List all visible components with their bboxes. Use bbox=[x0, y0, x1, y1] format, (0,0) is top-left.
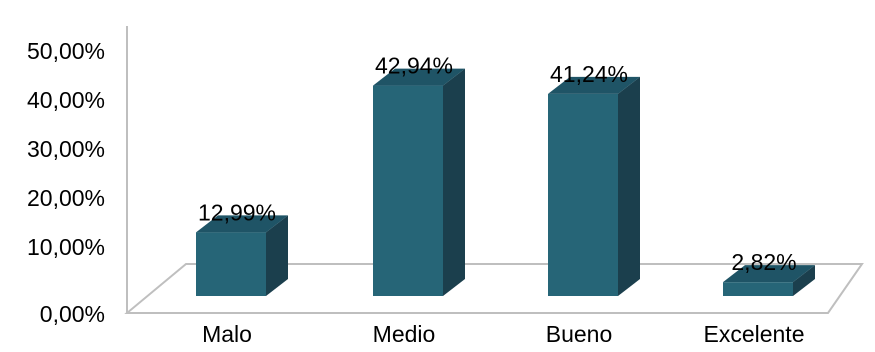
bar-bueno-side bbox=[618, 76, 640, 296]
x-category-label: Medio bbox=[373, 321, 436, 347]
bar-medio-front bbox=[373, 85, 443, 297]
label-layer: 0,00% 10,00% 20,00% 30,00% 40,00% 50,00% 12,99… bbox=[27, 38, 805, 347]
y-tick-label: 0,00% bbox=[40, 301, 105, 327]
axis-layer bbox=[124, 26, 864, 314]
bar-malo-side bbox=[266, 215, 288, 296]
x-category-label: Bueno bbox=[546, 321, 613, 347]
bar-malo-top bbox=[196, 215, 288, 233]
data-label-excelente: 2,82% bbox=[731, 249, 796, 275]
x-category-label: Malo bbox=[202, 321, 252, 347]
bar-excelente-top bbox=[723, 265, 815, 283]
y-tick-label: 50,00% bbox=[27, 38, 105, 64]
bar-medio-top bbox=[373, 68, 465, 86]
bar-medio-side bbox=[443, 68, 465, 297]
bar-malo-front bbox=[196, 232, 266, 296]
x-category-label: Excelente bbox=[703, 321, 804, 347]
bar-bueno-front bbox=[548, 93, 618, 296]
y-tick-label: 20,00% bbox=[27, 185, 105, 211]
data-label-malo: 12,99% bbox=[198, 199, 276, 225]
data-label-medio: 42,94% bbox=[375, 53, 453, 79]
y-tick-label: 40,00% bbox=[27, 87, 105, 113]
y-tick-label: 30,00% bbox=[27, 136, 105, 162]
bar-excelente-side bbox=[793, 265, 815, 296]
data-label-bueno: 41,24% bbox=[550, 61, 628, 87]
bar-bueno-top bbox=[548, 76, 640, 94]
bar-excelente-front bbox=[723, 282, 793, 296]
y-tick-label: 10,00% bbox=[27, 234, 105, 260]
chart-floor bbox=[124, 263, 864, 314]
bar-layer bbox=[196, 68, 815, 297]
